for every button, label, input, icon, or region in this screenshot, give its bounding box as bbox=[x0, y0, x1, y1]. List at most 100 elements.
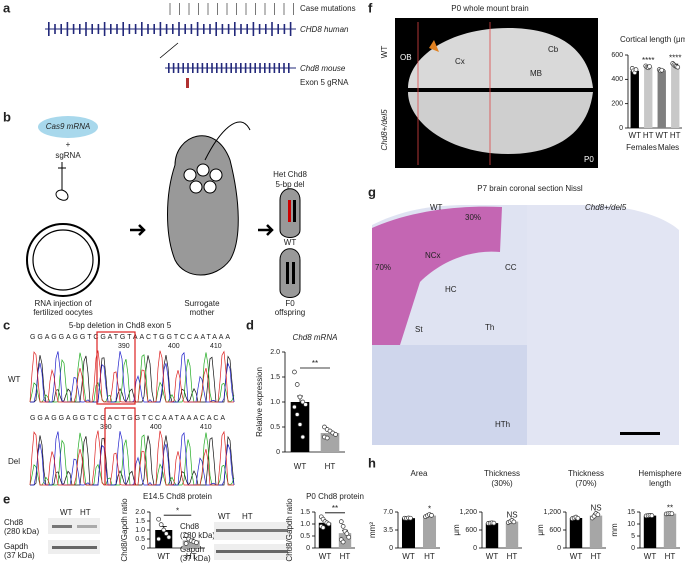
data-point bbox=[338, 519, 344, 524]
schematic bbox=[26, 116, 301, 298]
data-point bbox=[511, 519, 517, 525]
label: WT bbox=[430, 203, 443, 212]
chart-subtitle: (70%) bbox=[575, 479, 597, 488]
blot bbox=[48, 518, 100, 534]
y-tick-label: 600 bbox=[549, 527, 561, 534]
bar bbox=[485, 523, 499, 548]
row-label: WT bbox=[8, 375, 21, 384]
label: Gapdh bbox=[4, 542, 28, 551]
significance: ** bbox=[667, 504, 673, 513]
exon bbox=[254, 63, 256, 73]
y-tick-label: 3.5 bbox=[383, 527, 393, 534]
chart-title: Hemisphere bbox=[638, 469, 682, 478]
bar bbox=[569, 518, 583, 548]
exon bbox=[216, 63, 218, 73]
label: NCx bbox=[425, 251, 441, 260]
arrow bbox=[258, 224, 274, 236]
exon bbox=[196, 22, 199, 36]
exon bbox=[268, 63, 271, 73]
label: (37 kDa) bbox=[4, 551, 35, 560]
x-tick-label: WT bbox=[629, 131, 642, 140]
data-point bbox=[303, 402, 308, 407]
y-tick-label: 1,200 bbox=[459, 509, 477, 516]
y-tick-label: 0.5 bbox=[135, 536, 145, 543]
data-point bbox=[659, 67, 665, 73]
data-point bbox=[320, 525, 326, 530]
position: 390 bbox=[100, 424, 112, 431]
label: Surrogate bbox=[184, 299, 220, 308]
exon bbox=[230, 63, 232, 73]
label: Cx bbox=[455, 57, 465, 66]
y-tick-label: 0 bbox=[141, 545, 145, 552]
data-point bbox=[294, 412, 300, 417]
exon bbox=[165, 24, 168, 34]
label: HC bbox=[445, 285, 457, 294]
data-point bbox=[491, 520, 497, 526]
x-tick-label: HT bbox=[507, 552, 518, 561]
position: 400 bbox=[168, 343, 180, 350]
chart-title: Chd8 mRNA bbox=[293, 333, 338, 342]
exon bbox=[147, 24, 149, 34]
label: Chd8+/del5 bbox=[585, 203, 627, 212]
label: MB bbox=[530, 69, 542, 78]
label: 70% bbox=[375, 263, 391, 272]
exon bbox=[141, 22, 143, 36]
y-tick-label: 0 bbox=[557, 545, 561, 552]
exon bbox=[72, 24, 75, 34]
exon bbox=[234, 22, 236, 36]
trace bbox=[29, 350, 234, 403]
bar bbox=[644, 67, 653, 128]
y-tick-label: 0 bbox=[276, 449, 280, 456]
significance: NS bbox=[590, 504, 601, 513]
x-tick-label: HT bbox=[340, 552, 351, 561]
exon bbox=[91, 24, 93, 34]
cas9-blob bbox=[38, 116, 98, 138]
exon bbox=[60, 24, 62, 34]
oocyte bbox=[26, 223, 100, 297]
x-tick-label: WT bbox=[158, 552, 171, 561]
data-point bbox=[163, 531, 169, 536]
exon bbox=[273, 63, 276, 73]
embryo bbox=[203, 180, 217, 194]
label: + bbox=[66, 140, 71, 149]
chromatograms bbox=[29, 350, 235, 486]
x-tick-label: WT bbox=[486, 552, 499, 561]
x-tick-label: HT bbox=[186, 552, 197, 561]
y-tick-label: 1.0 bbox=[135, 527, 145, 534]
data-point bbox=[429, 512, 434, 518]
significance: * bbox=[176, 506, 179, 515]
label: Case mutations bbox=[300, 4, 356, 13]
y-tick-label: 1.0 bbox=[270, 399, 280, 406]
embryo bbox=[189, 180, 203, 194]
sequence: GGAGGAGGTCGACTGGTCCAATAAACACA bbox=[30, 415, 225, 422]
label: HTh bbox=[495, 420, 510, 429]
y-tick-label: 1.5 bbox=[270, 374, 280, 381]
position: 390 bbox=[118, 343, 130, 350]
exon bbox=[206, 63, 208, 73]
bar bbox=[290, 402, 310, 452]
data-point bbox=[647, 64, 652, 69]
row-label: Chd8+/del5 bbox=[380, 109, 389, 151]
y-tick-label: 0.5 bbox=[270, 424, 280, 431]
data-point bbox=[649, 513, 655, 518]
significance: * bbox=[428, 505, 431, 514]
data-point bbox=[294, 382, 300, 387]
grna-mark bbox=[186, 78, 189, 88]
embryos bbox=[183, 163, 223, 194]
bar bbox=[401, 518, 416, 548]
exon bbox=[97, 24, 100, 34]
exon bbox=[172, 24, 174, 34]
label: fertilized oocytes bbox=[33, 308, 93, 317]
data-point bbox=[633, 67, 639, 72]
x-tick-label: HT bbox=[665, 552, 676, 561]
pup bbox=[279, 248, 301, 298]
chart-subtitle: (30%) bbox=[491, 479, 513, 488]
label: Exon 5 gRNA bbox=[300, 78, 349, 87]
label: offspring bbox=[275, 308, 306, 317]
y-tick-label: 0.5 bbox=[300, 533, 310, 540]
panel-label: f bbox=[368, 0, 373, 15]
data-point bbox=[297, 394, 303, 400]
exon bbox=[168, 63, 170, 73]
data-point bbox=[324, 435, 330, 441]
arrow bbox=[429, 40, 439, 52]
